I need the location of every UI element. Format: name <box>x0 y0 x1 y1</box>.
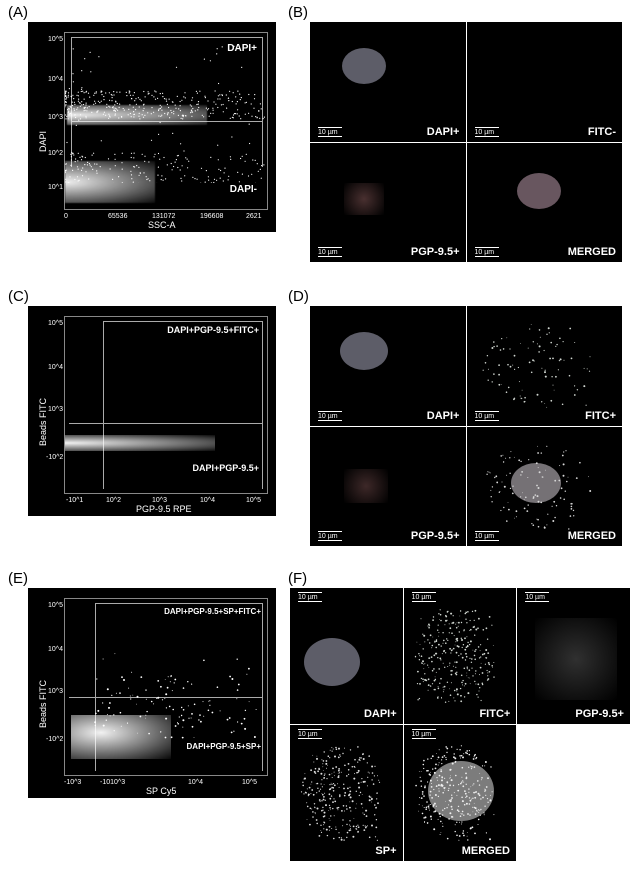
scalebar: 10 µm <box>475 129 495 136</box>
panel-B-merged: 10 µm MERGED <box>467 143 623 263</box>
tick: 10^4 <box>48 364 63 371</box>
tick: -1010^3 <box>100 779 125 786</box>
panel-E-plot: DAPI+PGP-9.5+SP+FITC+ DAPI+PGP-9.5+SP+ <box>64 598 268 776</box>
tick: 10^4 <box>48 76 63 83</box>
label-B: (B) <box>288 4 308 21</box>
label-D: (D) <box>288 288 309 305</box>
micro-label: DAPI+ <box>427 126 460 138</box>
tick: 10^4 <box>188 779 203 786</box>
panel-D-dapi: 10 µm DAPI+ <box>310 306 466 426</box>
micro-label: MERGED <box>462 845 510 857</box>
tick: 131072 <box>152 213 175 220</box>
scalebar: 10 µm <box>475 249 495 256</box>
scalebar: 10 µm <box>475 533 495 540</box>
panel-C-gate-ur: DAPI+PGP-9.5+FITC+ <box>167 325 259 335</box>
tick: 196608 <box>200 213 223 220</box>
panel-B: 10 µm DAPI+ 10 µm FITC- 10 µm PGP-9.5+ 1… <box>310 22 622 262</box>
panel-A-gate-lower: DAPI- <box>230 184 257 195</box>
micro-label: DAPI+ <box>427 410 460 422</box>
tick: -10^2 <box>46 736 63 743</box>
tick: 10^3 <box>48 688 63 695</box>
label-E: (E) <box>8 570 28 587</box>
scalebar: 10 µm <box>318 129 338 136</box>
panel-B-fitc: 10 µm FITC- <box>467 22 623 142</box>
tick: 10^4 <box>48 646 63 653</box>
figure: (A) (B) (C) (D) (E) (F) DAPI SSC-A DAPI+… <box>0 0 636 876</box>
panel-B-pgp: 10 µm PGP-9.5+ <box>310 143 466 263</box>
micro-label: PGP-9.5+ <box>411 530 460 542</box>
panel-C-gate-lr: DAPI+PGP-9.5+ <box>192 463 259 473</box>
micro-label: MERGED <box>568 530 616 542</box>
panel-D-fitc: 10 µm FITC+ <box>467 306 623 426</box>
panel-F-fitc: 10 µm FITC+ <box>404 588 517 724</box>
scalebar: 10 µm <box>525 594 545 601</box>
tick: 10^3 <box>48 114 63 121</box>
panel-F-merged: 10 µm MERGED <box>404 725 517 861</box>
tick: -10^3 <box>64 779 81 786</box>
panel-E-xaxis: SP Cy5 <box>146 786 176 796</box>
panel-E-yaxis: Beads FITC <box>38 680 48 728</box>
scalebar: 10 µm <box>475 413 495 420</box>
panel-B-dapi: 10 µm DAPI+ <box>310 22 466 142</box>
panel-C-xaxis: PGP-9.5 RPE <box>136 504 192 514</box>
scalebar: 10 µm <box>318 533 338 540</box>
scalebar: 10 µm <box>318 413 338 420</box>
panel-D: 10 µm DAPI+ 10 µm FITC+ 10 µm PGP-9.5+ 1… <box>310 306 622 546</box>
tick: 0 <box>64 213 68 220</box>
micro-label: MERGED <box>568 246 616 258</box>
panel-C-yaxis: Beads FITC <box>38 398 48 446</box>
tick: 2621 <box>246 213 262 220</box>
micro-label: PGP-9.5+ <box>411 246 460 258</box>
tick: 10^4 <box>200 497 215 504</box>
micro-label: FITC+ <box>585 410 616 422</box>
tick: 10^5 <box>48 36 63 43</box>
micro-label: FITC- <box>588 126 616 138</box>
tick: 10^2 <box>106 497 121 504</box>
label-A: (A) <box>8 4 28 21</box>
panel-A-yaxis: DAPI <box>38 131 48 152</box>
micro-label: FITC+ <box>479 708 510 720</box>
tick: 10^5 <box>246 497 261 504</box>
tick: -10^1 <box>66 497 83 504</box>
panel-C: Beads FITC PGP-9.5 RPE DAPI+PGP-9.5+FITC… <box>28 306 276 516</box>
tick: 10^3 <box>152 497 167 504</box>
panel-F-sp: 10 µm SP+ <box>290 725 403 861</box>
label-F: (F) <box>288 570 307 587</box>
scalebar: 10 µm <box>298 594 318 601</box>
panel-C-plot: DAPI+PGP-9.5+FITC+ DAPI+PGP-9.5+ <box>64 316 268 494</box>
panel-F-dapi: 10 µm DAPI+ <box>290 588 403 724</box>
tick: 10^1 <box>48 184 63 191</box>
panel-A: DAPI SSC-A DAPI+ DAPI- 10^1 10^2 10^3 10… <box>28 22 276 232</box>
panel-F-pgp: 10 µm PGP-9.5+ <box>517 588 630 724</box>
tick: 10^5 <box>242 779 257 786</box>
panel-E: Beads FITC SP Cy5 DAPI+PGP-9.5+SP+FITC+ … <box>28 588 276 798</box>
panel-D-pgp: 10 µm PGP-9.5+ <box>310 427 466 547</box>
panel-A-xaxis: SSC-A <box>148 220 176 230</box>
micro-label: PGP-9.5+ <box>575 708 624 720</box>
tick: 10^3 <box>48 406 63 413</box>
tick: 65536 <box>108 213 127 220</box>
panel-A-plot: DAPI+ DAPI- <box>64 32 268 210</box>
tick: -10^2 <box>46 454 63 461</box>
panel-D-merged: 10 µm MERGED <box>467 427 623 547</box>
micro-label: SP+ <box>375 845 396 857</box>
label-C: (C) <box>8 288 29 305</box>
tick: 10^5 <box>48 320 63 327</box>
micro-label: DAPI+ <box>364 708 397 720</box>
scalebar: 10 µm <box>318 249 338 256</box>
tick: 10^2 <box>48 150 63 157</box>
panel-F: 10 µm DAPI+ 10 µm FITC+ 10 µm PGP-9.5+ 1… <box>290 588 630 868</box>
tick: 10^5 <box>48 602 63 609</box>
